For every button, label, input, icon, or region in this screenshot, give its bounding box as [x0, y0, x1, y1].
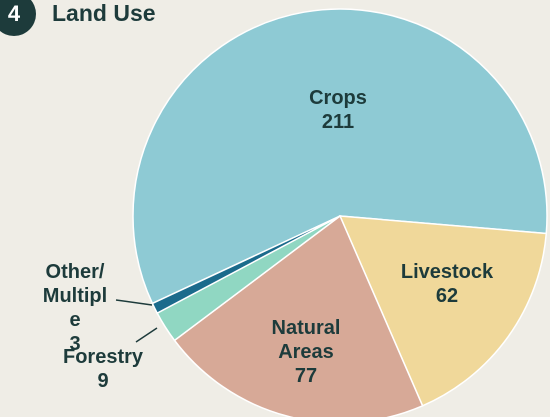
slice-label: Other/Multiple 3	[25, 260, 125, 356]
leader-line	[135, 327, 158, 343]
value-label: 211	[321, 111, 355, 133]
value-label: 62	[435, 285, 459, 307]
badge-number: 4	[8, 1, 21, 26]
category-label: Crops	[309, 87, 367, 109]
slice-label: Livestock 62	[387, 260, 507, 308]
category-label: Forestry	[62, 346, 144, 368]
slice-label: Natural Areas 77	[256, 316, 356, 388]
chart-title: Land Use	[52, 0, 156, 26]
slice-label: Forestry 9	[48, 345, 158, 393]
pie-slice	[132, 8, 548, 305]
category-label: Natural Areas	[271, 317, 341, 363]
slice-label: Crops 211	[288, 86, 388, 134]
category-label: Other/Multiple	[42, 261, 108, 331]
pie-slice	[151, 215, 341, 315]
value-label: 3	[69, 333, 81, 355]
leader-line	[115, 299, 153, 306]
pie	[132, 8, 548, 417]
badge	[0, 0, 36, 36]
pie-slice	[338, 215, 548, 407]
value-label: 9	[97, 370, 109, 392]
category-label: Livestock	[400, 261, 494, 283]
pie-slice	[173, 214, 424, 417]
value-label: 77	[294, 365, 318, 387]
